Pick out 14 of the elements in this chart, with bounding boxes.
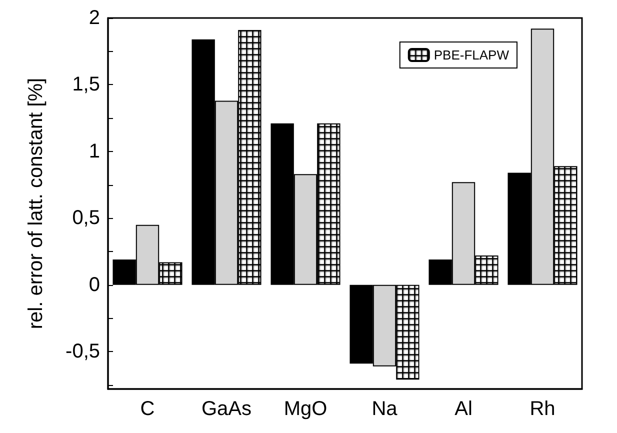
x-tick-label: Rh xyxy=(530,398,556,420)
x-tick-label: Na xyxy=(372,398,398,420)
y-tick-label: 0,5 xyxy=(72,207,100,230)
x-tick-label: GaAs xyxy=(201,398,252,420)
legend-label: PBE-FLAPW xyxy=(434,48,510,62)
x-tick-label: Al xyxy=(454,398,472,420)
x-tick-label: C xyxy=(140,398,155,420)
y-tick-label: -0,5 xyxy=(66,340,100,363)
y-tick-label: 0 xyxy=(88,274,100,296)
y-tick-label: 2 xyxy=(88,7,100,29)
y-tick-label: 1 xyxy=(88,140,100,162)
y-axis-title: rel. error of latt. constant [%] xyxy=(25,78,47,330)
x-tick-label: MgO xyxy=(284,398,328,420)
y-tick-label: 1,5 xyxy=(72,74,100,96)
